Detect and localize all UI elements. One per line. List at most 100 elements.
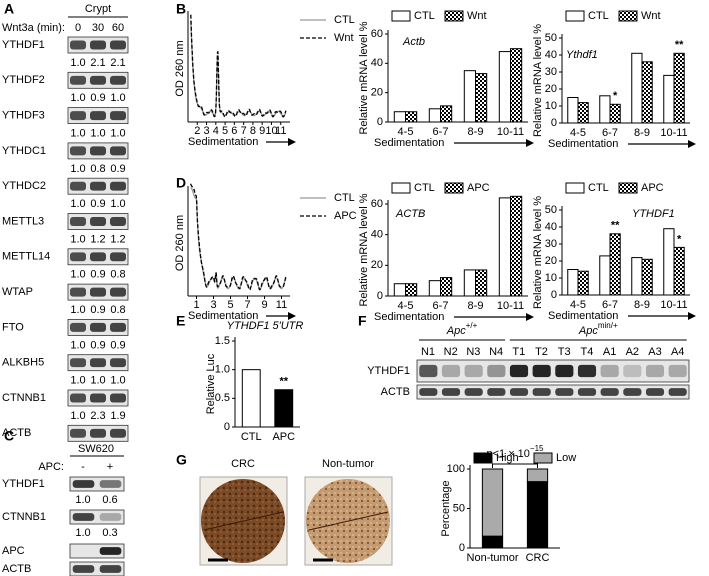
quant-label: 1.0 <box>70 339 85 351</box>
protein-label: ALKBH5 <box>2 357 44 369</box>
x-tick-label: 4-5 <box>570 127 586 139</box>
quant-label: 1.0 <box>70 304 85 316</box>
arrow-head <box>688 312 696 320</box>
protein-label: YTHDF1 <box>2 39 45 51</box>
bar <box>599 255 611 296</box>
label: Apcmin/+ <box>578 321 618 337</box>
band <box>555 388 574 396</box>
image-title: Non-tumor <box>322 458 374 470</box>
od-trace <box>190 183 287 291</box>
band <box>645 388 665 396</box>
x-tick-label: 4-5 <box>570 299 586 311</box>
quant-label: 1.0 <box>70 410 85 422</box>
quant-label: 1.0 <box>110 128 125 140</box>
band <box>110 181 126 191</box>
quant-label: 2.1 <box>90 57 105 69</box>
band <box>419 388 438 396</box>
lane-label: T4 <box>580 346 593 358</box>
quant-label: 1.9 <box>110 410 125 422</box>
arrow-head <box>688 140 696 148</box>
legend-label: CTL <box>414 182 435 194</box>
quant-label: 1.0 <box>70 233 85 245</box>
band <box>623 364 642 378</box>
x-axis-label: Sedimentation <box>548 310 618 322</box>
legend-swatch <box>618 182 638 194</box>
x-axis-label: Sedimentation <box>548 138 618 150</box>
protein-label: YTHDC2 <box>2 180 46 192</box>
legend-swatch <box>391 182 411 194</box>
x-tick-label: 8-9 <box>634 127 650 139</box>
legend-swatch <box>444 10 464 22</box>
bar <box>463 269 476 297</box>
quant-label: 1.0 <box>70 198 85 210</box>
lane-label: + <box>107 461 113 473</box>
y-tick-label: 40 <box>371 229 383 241</box>
x-tick-label: 3 <box>203 125 209 137</box>
quant-label: 2.3 <box>90 410 105 422</box>
band <box>110 322 126 332</box>
chart-title: YTHDF1 5'UTR <box>227 320 304 332</box>
x-tick-label: APC <box>272 431 295 443</box>
quant-label: 0.9 <box>90 339 105 351</box>
band <box>110 252 126 262</box>
bar <box>405 111 418 123</box>
y-axis-label: OD 260 nm <box>174 215 186 271</box>
x-axis-label: Sedimentation <box>188 136 258 148</box>
label-sup: +/+ <box>466 321 478 330</box>
band <box>72 513 95 521</box>
quant-label: 1.0 <box>90 375 105 387</box>
band <box>668 388 687 396</box>
bar <box>428 108 441 123</box>
chart-title: YTHDF1 <box>632 208 675 220</box>
bar <box>673 52 685 124</box>
y-tick-label: 0 <box>551 117 557 129</box>
quant-label: 1.0 <box>110 92 125 104</box>
x-tick-label: 8 <box>250 125 256 137</box>
protein-label: YTHDF2 <box>2 74 45 86</box>
y-tick-label: 20 <box>371 87 383 99</box>
band <box>464 388 483 396</box>
band <box>90 40 106 50</box>
band <box>99 513 122 521</box>
quant-label: 0.9 <box>90 269 105 281</box>
band <box>90 287 106 297</box>
significance: * <box>677 233 682 245</box>
quant-label: 1.0 <box>70 163 85 175</box>
y-tick-label: 0 <box>377 290 383 302</box>
panel-label: A <box>4 1 14 17</box>
lane-label: A3 <box>648 346 661 358</box>
quant-label: 0.8 <box>90 163 105 175</box>
label-main: p<1 × 10 <box>486 448 529 460</box>
chart-title: Actb <box>402 36 425 48</box>
bar <box>609 233 621 296</box>
band <box>90 252 106 262</box>
band <box>577 388 597 396</box>
blot <box>416 384 690 400</box>
bar <box>463 70 476 123</box>
x-tick-label: 9 <box>261 299 267 311</box>
legend-swatch <box>444 182 464 194</box>
band <box>70 111 86 121</box>
bar <box>510 48 523 123</box>
lane-label: N2 <box>444 346 458 358</box>
band <box>99 565 122 573</box>
legend-label: Wnt <box>334 32 354 44</box>
band <box>110 40 126 50</box>
bar <box>475 269 488 297</box>
bar <box>577 270 589 296</box>
x-tick-label: CTL <box>241 431 262 443</box>
lane-label: - <box>81 461 85 473</box>
y-axis-label: Percentage <box>440 480 452 536</box>
quant-label: 1.0 <box>110 375 125 387</box>
legend-swatch <box>391 10 411 22</box>
y-tick-label: 30 <box>545 238 557 250</box>
cell-line: SW620 <box>78 443 114 455</box>
x-tick-label: 10 <box>265 125 277 137</box>
band <box>110 393 126 403</box>
band <box>555 364 574 378</box>
legend-label: Wnt <box>467 10 487 22</box>
bar <box>475 73 488 123</box>
y-tick-label: 50 <box>545 204 557 216</box>
x-tick-label: 9 <box>259 125 265 137</box>
